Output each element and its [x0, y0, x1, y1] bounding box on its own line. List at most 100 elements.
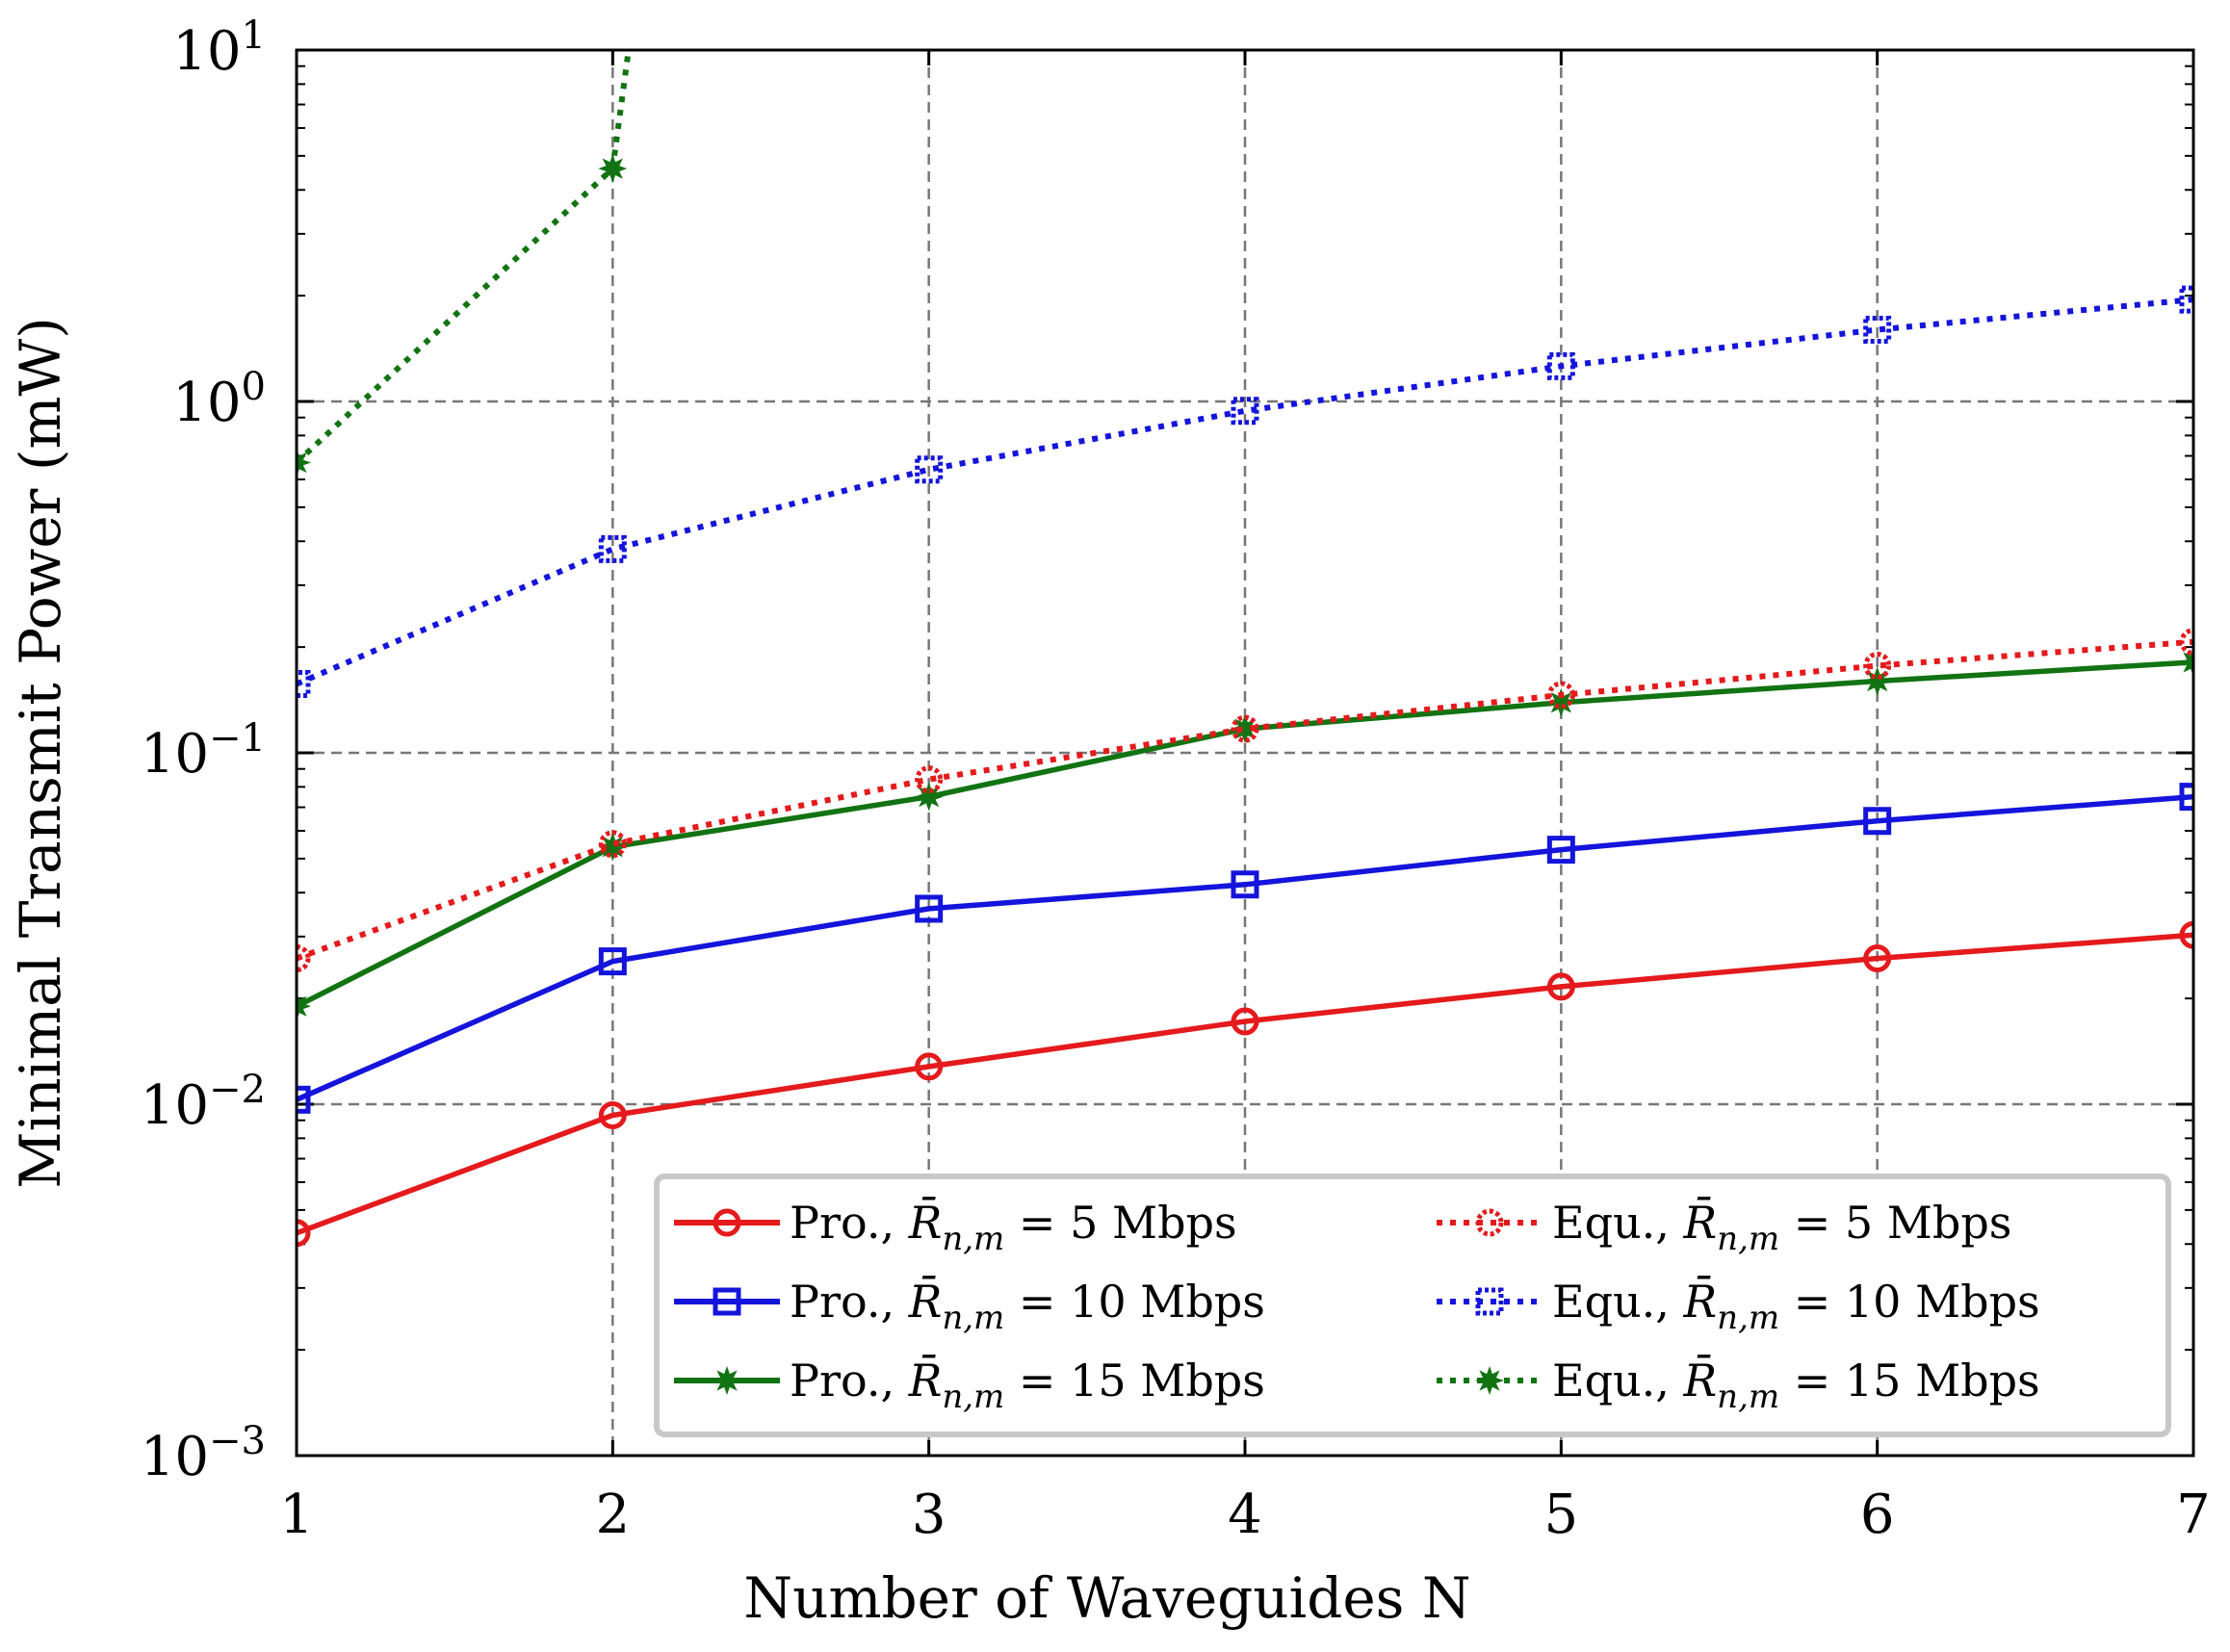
legend-suffix: = 10 Mbps [1004, 1276, 1265, 1328]
y-tick-exponent: −1 [209, 716, 266, 761]
data-point [1863, 651, 1892, 680]
legend-symbol: R̄ [908, 1354, 943, 1407]
legend-box [654, 1174, 2171, 1437]
y-tick-label: 10−3 [141, 1419, 266, 1488]
y-tick-exponent: −2 [209, 1068, 266, 1112]
plot-frame [295, 48, 2195, 1458]
series-5 [297, 285, 2193, 698]
legend-subscript: n,m [1717, 1378, 1779, 1416]
legend-label: Pro., R̄n,m = 15 Mbps [790, 1354, 1265, 1416]
legend-entry: Equ., R̄n,m = 10 Mbps [1437, 1275, 2040, 1337]
legend-marker [1475, 1366, 1504, 1395]
data-point [1863, 944, 1892, 973]
data-point [915, 455, 944, 484]
y-tick-base: 10 [141, 723, 209, 786]
legend-entry: Equ., R̄n,m = 15 Mbps [1437, 1354, 2040, 1416]
series-2 [297, 783, 2193, 1114]
legend-label: Equ., R̄n,m = 5 Mbps [1552, 1196, 2011, 1258]
data-point [1231, 714, 1259, 744]
data-point [297, 944, 311, 973]
legend-subscript: n,m [942, 1378, 1004, 1416]
x-tick-label: 1 [279, 1484, 314, 1546]
x-tick-label: 5 [1544, 1484, 1579, 1546]
x-tick-label: 6 [1860, 1484, 1895, 1546]
legend-suffix: = 15 Mbps [1779, 1355, 2040, 1407]
data-point [915, 894, 944, 923]
data-point [2179, 783, 2193, 812]
data-point [2178, 647, 2193, 677]
data-point [1863, 315, 1892, 344]
data-point [2179, 628, 2193, 657]
legend-entry: Equ., R̄n,m = 5 Mbps [1437, 1196, 2011, 1258]
legend-label: Equ., R̄n,m = 10 Mbps [1552, 1275, 2040, 1337]
y-tick-base: 10 [141, 1074, 209, 1137]
data-point [598, 154, 628, 184]
y-tick-label: 10−2 [141, 1068, 266, 1137]
x-tick-label: 7 [2176, 1484, 2211, 1546]
data-point [598, 947, 627, 976]
legend-suffix: = 5 Mbps [1004, 1197, 1236, 1249]
legend-label: Pro., R̄n,m = 5 Mbps [790, 1196, 1237, 1258]
series-1 [297, 920, 2193, 1248]
x-tick-label: 2 [596, 1484, 631, 1546]
x-tick-label: 4 [1228, 1484, 1262, 1546]
legend-marker [713, 1208, 741, 1237]
legend-prefix: Pro., [790, 1197, 909, 1249]
legend-entry: Pro., R̄n,m = 15 Mbps [674, 1354, 1265, 1416]
y-tick-base: 10 [172, 20, 241, 83]
legend-symbol: R̄ [1683, 1354, 1718, 1407]
data-point [2179, 285, 2193, 314]
data-point [1546, 972, 1575, 1001]
data-point [1231, 714, 1259, 743]
legend-prefix: Equ., [1552, 1355, 1684, 1407]
series-line [297, 793, 2193, 1102]
legend-marker [713, 1366, 741, 1395]
legend-symbol: R̄ [908, 1275, 943, 1328]
data-point [1546, 351, 1575, 380]
data-point [297, 669, 311, 698]
y-tick-base: 10 [172, 372, 241, 434]
legend-entry: Pro., R̄n,m = 5 Mbps [674, 1196, 1237, 1258]
y-axis-label: Minimal Transmit Power (mW) [8, 317, 73, 1188]
legend-subscript: n,m [1717, 1220, 1779, 1258]
legend-marker [1475, 1287, 1504, 1316]
legend-marker [1475, 1208, 1504, 1237]
series-4 [297, 628, 2193, 973]
legend-suffix: = 10 Mbps [1779, 1276, 2040, 1328]
data-point [2179, 920, 2193, 949]
x-axis-label: Number of Waveguides N [743, 1565, 1470, 1631]
data-point [297, 992, 311, 1021]
y-tick-label: 10−1 [141, 716, 266, 786]
legend-label: Pro., R̄n,m = 10 Mbps [790, 1275, 1265, 1337]
data-point [598, 1101, 627, 1130]
data-point [297, 1085, 311, 1114]
data-point [1231, 397, 1259, 426]
legend-subscript: n,m [942, 1220, 1004, 1258]
y-tick-base: 10 [141, 1426, 209, 1488]
data-point [1546, 836, 1575, 865]
y-tick-label: 101 [172, 13, 266, 83]
legend-suffix: = 15 Mbps [1004, 1355, 1265, 1407]
legend-subscript: n,m [1717, 1299, 1779, 1337]
legend-suffix: = 5 Mbps [1779, 1197, 2011, 1249]
y-tick-exponent: 0 [242, 365, 266, 409]
legend-prefix: Pro., [790, 1355, 909, 1407]
data-point [915, 765, 944, 794]
legend-subscript: n,m [942, 1299, 1004, 1337]
data-point [297, 1219, 311, 1248]
data-point [915, 1052, 944, 1081]
data-point [1231, 870, 1259, 899]
x-tick-label: 3 [912, 1484, 946, 1546]
y-tick-label: 100 [172, 365, 266, 434]
x-tick-labels: 1 2 3 4 5 6 7 [279, 1484, 2211, 1546]
data-point [1863, 807, 1892, 836]
legend-symbol: R̄ [1683, 1196, 1718, 1249]
data-point [1231, 1007, 1259, 1036]
data-point [1546, 687, 1576, 717]
data-point [1546, 681, 1575, 710]
data-point [598, 830, 627, 859]
series-layer [297, 50, 2193, 1248]
